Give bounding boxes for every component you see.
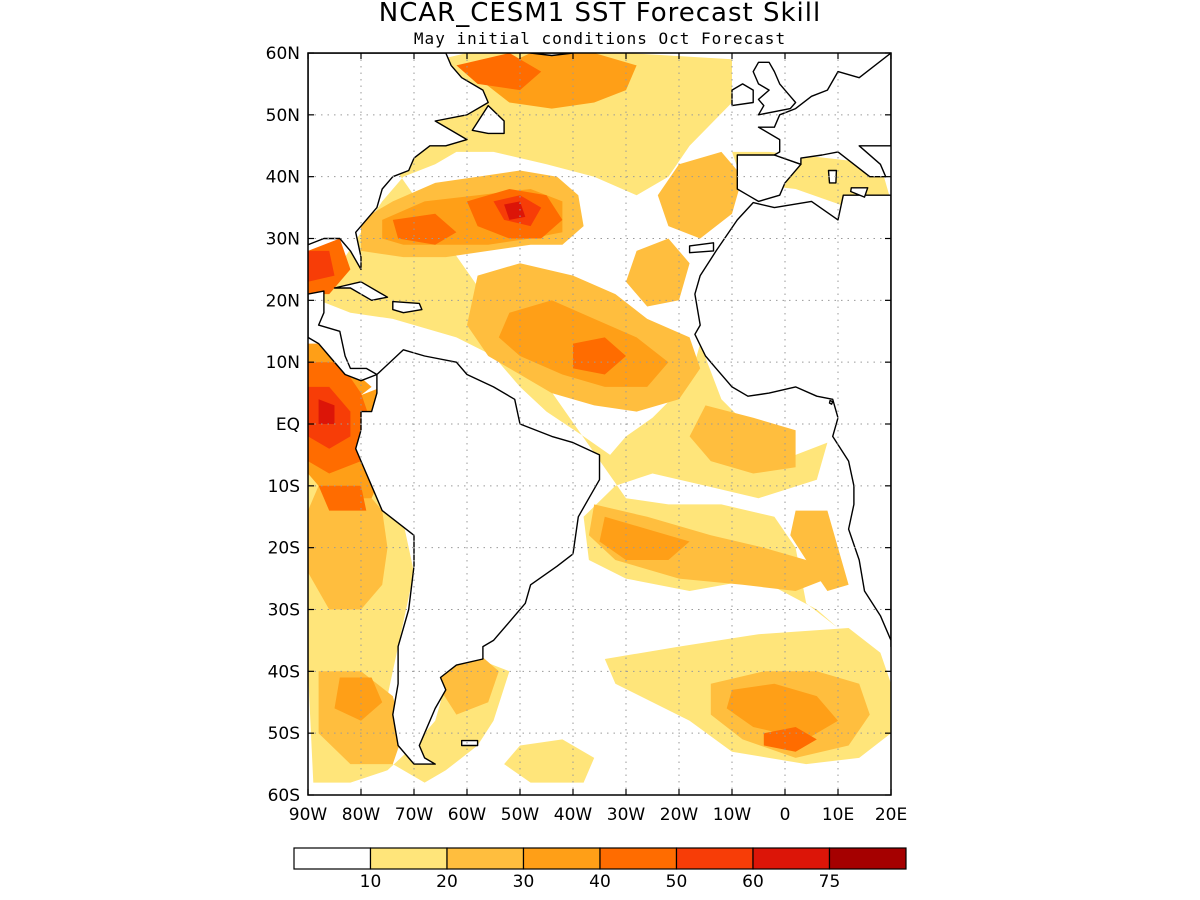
land-cuba <box>333 281 389 301</box>
colorbar-swatch <box>522 847 601 870</box>
land-south-america <box>355 349 601 765</box>
skill-region-level-1 <box>504 739 595 783</box>
skill-region-level-2 <box>790 510 849 591</box>
skill-region-level-2 <box>689 405 796 474</box>
skill-region-level-4 <box>318 485 367 511</box>
colorbar: 10 20 30 40 50 60 75 <box>293 847 907 892</box>
skill-region-level-6 <box>504 201 526 220</box>
lon-tick-label: 50W <box>501 805 540 825</box>
land-falklands <box>461 739 479 747</box>
skill-region-level-2 <box>626 238 690 307</box>
latitude-axis: 60N 50N 40N 30N 20N 10N EQ 10S 20S 30S 40S 50S 60S <box>266 44 891 806</box>
lat-tick-label: 50N <box>266 106 300 126</box>
land-newfoundland <box>471 104 505 135</box>
colorbar-swatch <box>293 847 372 870</box>
colorbar-swatch <box>369 847 448 870</box>
lon-tick-label: 10W <box>713 805 752 825</box>
lat-tick-label: 10N <box>266 353 300 373</box>
lat-tick-label: 20N <box>266 291 300 311</box>
land-hispaniola <box>392 300 423 314</box>
skill-region-level-3 <box>599 516 690 560</box>
land-africa <box>694 194 891 648</box>
colorbar-label: 75 <box>819 872 841 892</box>
lat-tick-label: 30N <box>266 230 300 250</box>
map-panel: 60N 50N 40N 30N 20N 10N EQ 10S 20S 30S 40S 50S 60S 9… <box>266 44 908 825</box>
land-sicily <box>850 187 869 198</box>
skill-region-level-3 <box>334 677 383 721</box>
lat-tick-label: 60S <box>268 786 300 806</box>
lon-tick-label: 30W <box>607 805 646 825</box>
skill-contour-layer <box>308 53 891 783</box>
skill-region-level-4 <box>392 213 457 245</box>
colorbar-swatch <box>446 847 525 870</box>
skill-region-level-1 <box>318 53 839 628</box>
colorbar-label: 10 <box>360 872 382 892</box>
land-layer <box>308 53 891 765</box>
colorbar-swatch <box>828 847 907 870</box>
lat-tick-label: 20S <box>268 539 300 559</box>
lat-tick-label: 60N <box>266 44 300 64</box>
colorbar-swatch <box>675 847 754 870</box>
lon-tick-label: 70W <box>395 805 434 825</box>
lat-tick-label: 50S <box>268 724 300 744</box>
colorbar-label: 20 <box>436 872 458 892</box>
colorbar-label: 60 <box>742 872 764 892</box>
colorbar-swatch <box>599 847 678 870</box>
lon-tick-label: 0 <box>780 805 791 825</box>
lat-tick-label: 40N <box>266 168 300 188</box>
figure-title: NCAR_CESM1 SST Forecast Skill <box>379 0 821 28</box>
land-sardinia <box>827 169 838 184</box>
lon-tick-label: 80W <box>342 805 381 825</box>
land-canaries <box>688 242 715 254</box>
lon-tick-label: 60W <box>448 805 487 825</box>
lat-tick-label: 30S <box>268 601 300 621</box>
lon-tick-label: 10E <box>822 805 854 825</box>
land-ireland <box>731 83 754 107</box>
grid-lines <box>308 53 891 795</box>
colorbar-label: 30 <box>513 872 535 892</box>
colorbar-label: 50 <box>666 872 688 892</box>
skill-region-level-4 <box>573 337 626 375</box>
colorbar-swatch <box>752 847 831 870</box>
lon-tick-label: 20W <box>660 805 699 825</box>
lon-tick-label: 40W <box>554 805 593 825</box>
lon-tick-label: 20E <box>875 805 907 825</box>
skill-region-level-3 <box>726 683 838 740</box>
lat-tick-label: EQ <box>276 415 300 435</box>
skill-region-level-2 <box>588 504 828 591</box>
longitude-axis: 90W 80W 70W 60W 50W 40W 30W 20W 10W 0 10E 20E <box>289 53 907 825</box>
land-great-britain <box>752 61 797 116</box>
colorbar-label: 40 <box>589 872 611 892</box>
skill-region-level-6 <box>318 399 335 424</box>
lat-tick-label: 10S <box>268 477 300 497</box>
figure-subtitle: May initial conditions Oct Forecast <box>414 29 786 48</box>
land-bioko <box>828 399 834 405</box>
lon-tick-label: 90W <box>289 805 328 825</box>
lat-tick-label: 40S <box>268 662 300 682</box>
skill-region-level-5 <box>308 250 335 282</box>
skill-region-level-4 <box>456 53 542 91</box>
land-north-america <box>308 53 489 271</box>
